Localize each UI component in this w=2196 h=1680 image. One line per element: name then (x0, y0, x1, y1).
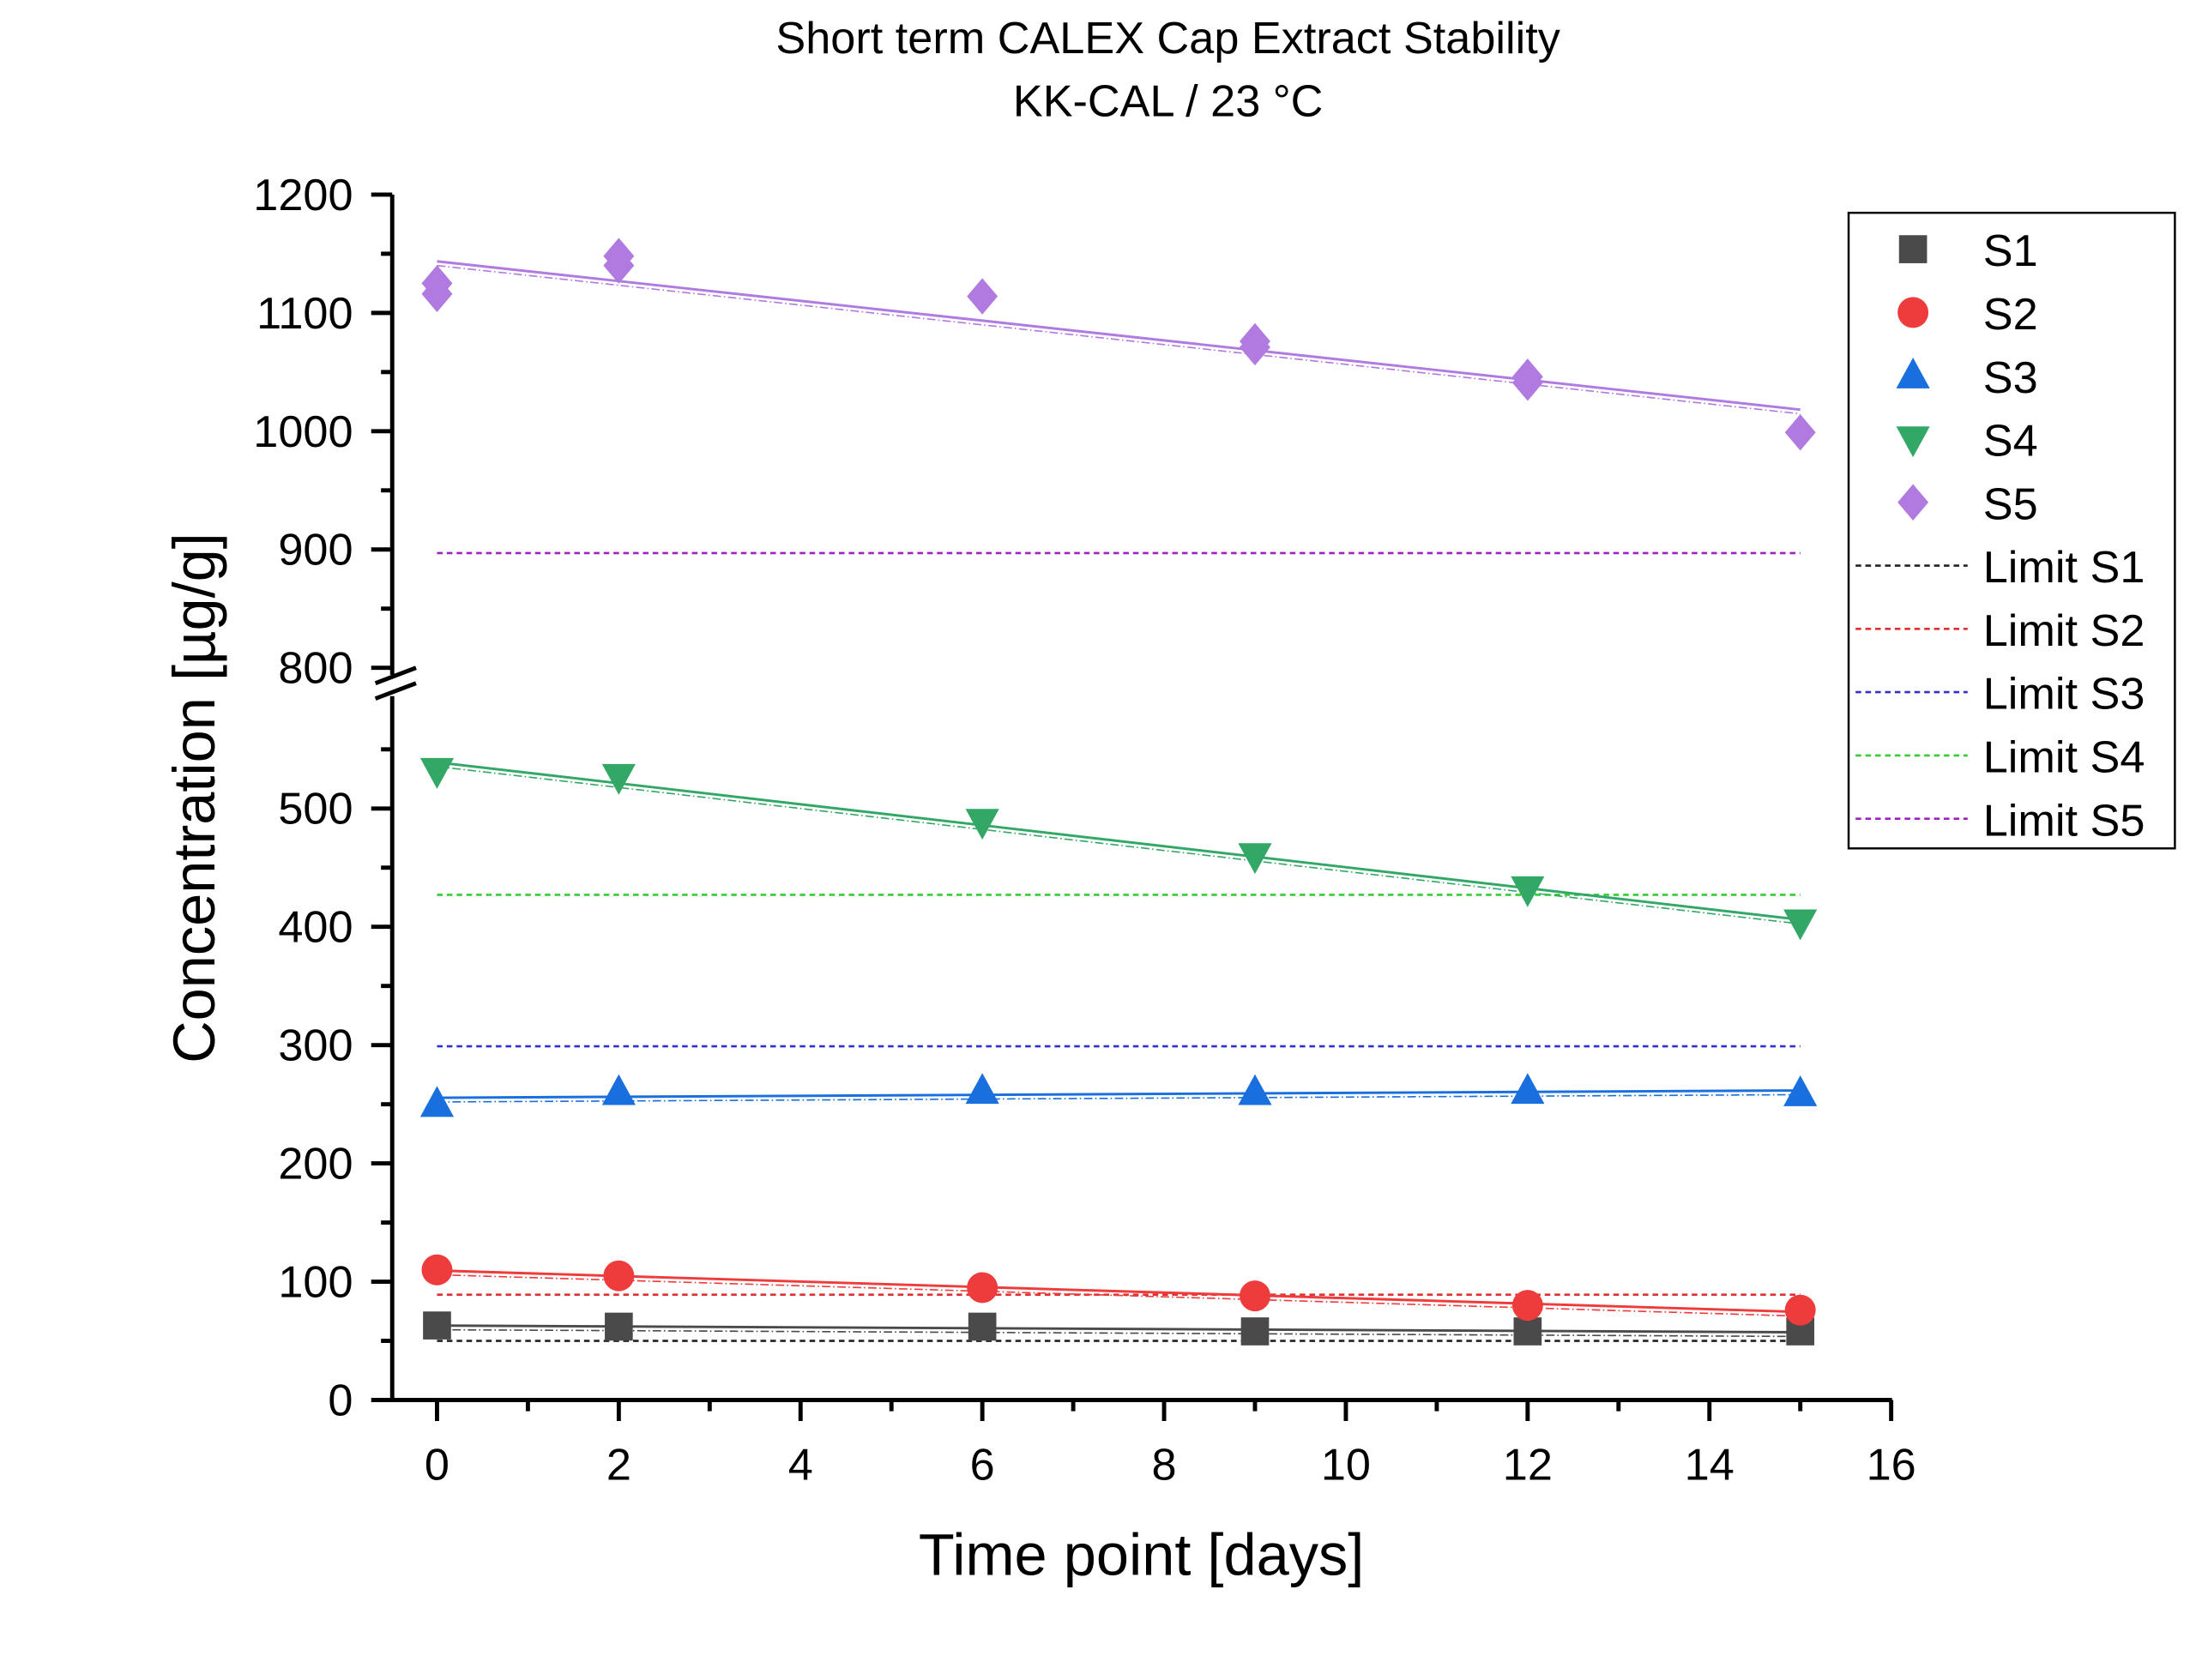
fit-line-s5 (437, 260, 1801, 412)
data-point-s3 (419, 1086, 455, 1117)
x-tick-label: 4 (788, 1441, 813, 1490)
data-point-s4 (1511, 876, 1545, 907)
fit-line-s1 (437, 1324, 1801, 1334)
fit-band-s2 (437, 1274, 1801, 1317)
data-point-s3 (1238, 1074, 1272, 1105)
y-tick-label: 1000 (253, 407, 353, 457)
legend-marker-s3 (1896, 357, 1930, 388)
y-tick-label: 1200 (253, 171, 353, 220)
x-tick-label: 10 (1321, 1441, 1371, 1490)
chart-subtitle: KK-CAL / 23 °C (1013, 76, 1324, 126)
data-point-s4 (601, 763, 636, 795)
data-point-s2 (603, 1260, 635, 1292)
fit-band-s1 (437, 1328, 1801, 1338)
data-point-s2 (1511, 1290, 1543, 1322)
data-point-s2 (1240, 1280, 1270, 1312)
y-tick-label: 1100 (256, 289, 353, 339)
data-point-s5 (1784, 413, 1816, 451)
y-tick-label: 300 (278, 1021, 353, 1071)
data-point-s3 (1783, 1075, 1818, 1106)
x-tick-label: 12 (1503, 1441, 1553, 1490)
data-point-s3 (965, 1073, 999, 1105)
legend-label: Limit S5 (1983, 796, 2145, 846)
legend-marker-s4 (1896, 426, 1930, 458)
legend-marker-s5 (1897, 484, 1929, 521)
data-point-s5 (1511, 364, 1543, 401)
fit-band-s5 (437, 264, 1801, 415)
x-tick-label: 8 (1152, 1441, 1177, 1490)
data-point-s4 (419, 757, 455, 789)
y-tick-label: 900 (278, 526, 353, 575)
fit-band-s3 (437, 1093, 1801, 1103)
axes: 0 100 200 300 400 500 800 900 1000 1100 1200 0 2 4 6 8 1… (253, 171, 1915, 1490)
data-point-s3 (1511, 1073, 1545, 1105)
legend-label: S5 (1983, 479, 2038, 529)
data-point-s1 (423, 1311, 451, 1340)
data-point-s1 (1513, 1317, 1542, 1346)
axis-break-mark (374, 665, 417, 685)
legend: S1 S2 S3 S4 S5 Limit S1 Limit S2 Limit S3 Limit … (1847, 211, 2176, 850)
y-tick-label: 0 (328, 1376, 353, 1425)
legend-label: S2 (1983, 290, 2038, 340)
legend-label: Limit S3 (1983, 670, 2145, 720)
data-point-s5 (967, 278, 998, 315)
x-tick-label: 6 (970, 1441, 995, 1490)
x-tick-label: 2 (606, 1441, 631, 1490)
y-tick-label: 500 (278, 785, 353, 834)
data-point-s3 (601, 1074, 636, 1105)
y-tick-label: 800 (278, 644, 353, 694)
y-tick-label: 100 (278, 1258, 353, 1308)
legend-label: Limit S4 (1983, 732, 2145, 782)
fit-lines (437, 260, 1801, 1338)
data-point-s1 (1240, 1317, 1270, 1346)
data-points (419, 238, 1818, 1346)
data-point-s2 (421, 1254, 453, 1286)
data-point-s2 (967, 1272, 998, 1304)
y-axis-title: Concentration [µg/g] (161, 533, 227, 1063)
fit-line-s2 (437, 1269, 1801, 1314)
x-tick-label: 0 (425, 1441, 449, 1490)
data-point-s5 (1240, 328, 1270, 366)
legend-marker-s2 (1897, 297, 1929, 328)
limit-lines (437, 551, 1801, 1342)
legend-label: Limit S2 (1983, 606, 2145, 656)
fit-band-s4 (437, 766, 1801, 925)
x-tick-label: 14 (1685, 1441, 1734, 1490)
data-point-s1 (968, 1312, 997, 1341)
data-point-s2 (1784, 1294, 1816, 1326)
legend-marker-s1 (1898, 235, 1928, 263)
fit-line-s3 (437, 1089, 1801, 1099)
legend-label: S1 (1983, 226, 2038, 276)
chart-title: Short term CALEX Cap Extract Stability (775, 14, 1560, 63)
x-axis-title: Time point [days] (919, 1522, 1364, 1588)
y-tick-label: 400 (278, 903, 353, 953)
data-point-s4 (1783, 909, 1818, 941)
axis-break-mark (374, 681, 417, 701)
legend-label: Limit S1 (1983, 543, 2145, 593)
data-point-s4 (965, 809, 999, 840)
data-point-s1 (605, 1312, 633, 1341)
legend-label: S4 (1983, 417, 2038, 467)
legend-label: S3 (1983, 353, 2038, 403)
fit-line-s4 (437, 761, 1801, 921)
x-tick-label: 16 (1867, 1441, 1916, 1490)
y-tick-label: 200 (278, 1140, 353, 1189)
data-point-s4 (1238, 843, 1272, 875)
